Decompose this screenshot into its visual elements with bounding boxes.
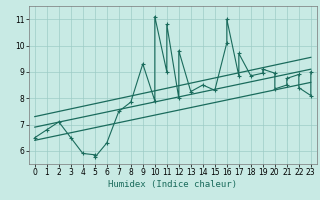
X-axis label: Humidex (Indice chaleur): Humidex (Indice chaleur): [108, 180, 237, 189]
